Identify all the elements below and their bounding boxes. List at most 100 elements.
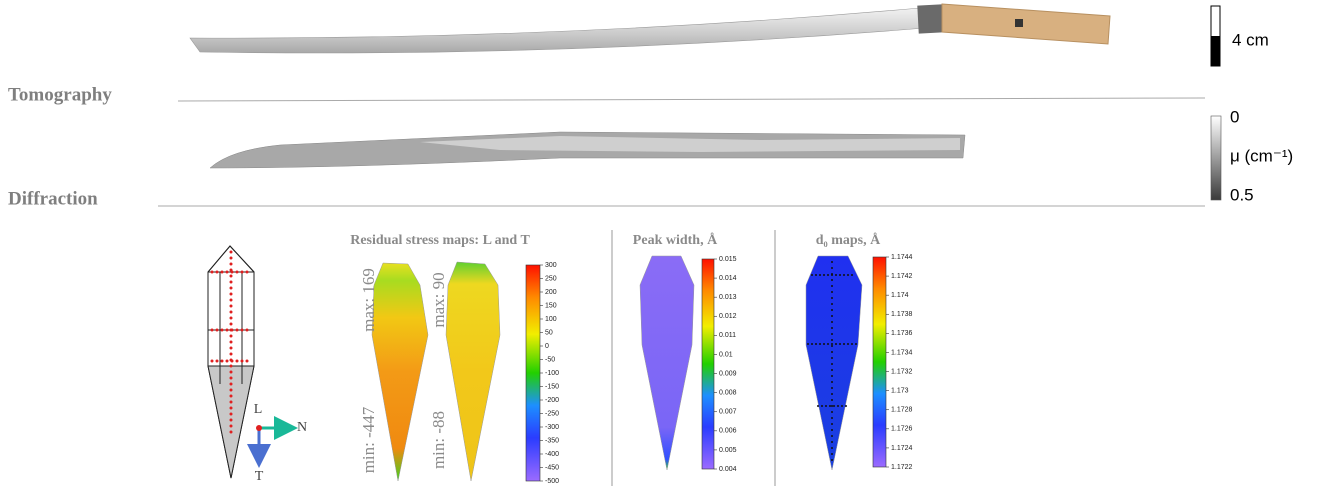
colorbar-tick-label: -50 xyxy=(545,356,555,363)
katana-blade xyxy=(190,8,925,53)
measure-dot xyxy=(831,459,833,461)
measure-dot xyxy=(845,405,847,407)
measure-dot xyxy=(230,413,233,416)
measure-dot xyxy=(831,363,833,365)
measure-dot xyxy=(831,369,833,371)
panel-title: d₀ maps, Å xyxy=(816,232,881,248)
scale-bar-fill xyxy=(1211,36,1220,66)
measure-dot xyxy=(835,274,837,276)
colorbar-tick-label: 100 xyxy=(545,316,557,323)
measure-dot xyxy=(221,329,224,332)
colorbar-tick-label: 0.005 xyxy=(719,447,737,454)
measure-dot xyxy=(230,383,233,386)
colorbar-tick-label: 1.1738 xyxy=(891,311,913,318)
attenuation-bottom: 0.5 xyxy=(1230,185,1254,204)
measure-dot xyxy=(831,393,833,395)
measure-dot xyxy=(230,317,233,320)
measure-dot xyxy=(843,343,845,345)
colorbar-tick-label: 0.012 xyxy=(719,313,737,320)
colorbar-tick-label: 1.1736 xyxy=(891,330,913,337)
measure-dot xyxy=(843,274,845,276)
measure-dot xyxy=(226,360,229,363)
measure-dot xyxy=(230,347,233,350)
measure-dot xyxy=(211,360,214,363)
measure-dot xyxy=(230,365,233,368)
measure-dot xyxy=(831,261,833,263)
attenuation-top: 0 xyxy=(1230,107,1239,126)
measure-dot xyxy=(226,271,229,274)
measure-dot xyxy=(831,387,833,389)
measure-dot xyxy=(831,309,833,311)
measure-dot xyxy=(216,271,219,274)
measure-dot xyxy=(831,321,833,323)
measure-dot xyxy=(831,447,833,449)
measure-dot xyxy=(815,343,817,345)
measure-dot xyxy=(851,343,853,345)
katana-handle xyxy=(942,4,1110,44)
measure-dot xyxy=(831,345,833,347)
measure-dot xyxy=(230,323,233,326)
colorbar-tick-label: 150 xyxy=(545,302,557,309)
measure-dot xyxy=(221,271,224,274)
measure-dot xyxy=(230,395,233,398)
measure-dot xyxy=(831,399,833,401)
map-min: min: -447 xyxy=(359,406,378,473)
axis-label: L xyxy=(254,402,263,417)
measure-dot xyxy=(831,381,833,383)
colorbar-tick-label: -350 xyxy=(545,437,559,444)
colorbar-tick-label: 0.004 xyxy=(719,466,737,473)
colorbar-tick-label: -450 xyxy=(545,464,559,471)
measure-dot xyxy=(851,274,853,276)
colorbar-tick-label: 1.1728 xyxy=(891,407,913,414)
measure-dot xyxy=(815,274,817,276)
measure-dot xyxy=(847,343,849,345)
axis-origin xyxy=(256,425,262,431)
measure-dot xyxy=(831,285,833,287)
peak-width-map xyxy=(640,256,694,470)
measure-dot xyxy=(221,360,224,363)
colorbar-tick-label: 0.01 xyxy=(719,351,733,358)
measure-dot xyxy=(230,353,233,356)
measure-dot xyxy=(230,419,233,422)
measure-dot xyxy=(236,329,239,332)
measure-dot xyxy=(230,299,233,302)
measure-dot xyxy=(831,291,833,293)
measure-dot xyxy=(819,274,821,276)
measure-dot xyxy=(831,267,833,269)
measure-dot xyxy=(230,293,233,296)
measure-dot xyxy=(230,251,233,254)
measure-dot xyxy=(831,333,833,335)
measure-dot xyxy=(230,425,233,428)
measure-dot xyxy=(230,407,233,410)
measure-dot xyxy=(829,405,831,407)
measure-dot xyxy=(823,274,825,276)
map-max: max: 90 xyxy=(429,272,448,327)
measure-dot xyxy=(246,329,249,332)
measure-dot xyxy=(831,435,833,437)
colorbar-tick-label: -250 xyxy=(545,410,559,417)
measure-dot xyxy=(811,274,813,276)
colorbar-tick-label: -500 xyxy=(545,478,559,485)
divider xyxy=(178,98,1205,101)
measure-dot xyxy=(831,453,833,455)
measure-dot xyxy=(236,271,239,274)
measure-dot xyxy=(831,327,833,329)
measure-dot xyxy=(831,417,833,419)
axis-label: N xyxy=(297,420,307,435)
colorbar-tick-label: 1.1744 xyxy=(891,254,913,261)
measure-dot xyxy=(230,281,233,284)
colorbar-tick-label: 1.1742 xyxy=(891,273,913,280)
measure-dot xyxy=(230,341,233,344)
colorbar-tick-label: 0.009 xyxy=(719,370,737,377)
colorbar-tick-label: 0.011 xyxy=(719,332,736,339)
colorbar xyxy=(526,265,540,481)
measure-dot xyxy=(231,329,234,332)
measure-dot xyxy=(246,360,249,363)
panel-title: Peak width, Å xyxy=(633,232,718,248)
d0-map xyxy=(806,256,862,470)
colorbar-tick-label: 1.1734 xyxy=(891,349,913,356)
colorbar-tick-label: 1.1724 xyxy=(891,445,913,452)
measure-dot xyxy=(230,287,233,290)
panel-title: Residual stress maps: L and T xyxy=(350,233,530,248)
measure-dot xyxy=(831,441,833,443)
